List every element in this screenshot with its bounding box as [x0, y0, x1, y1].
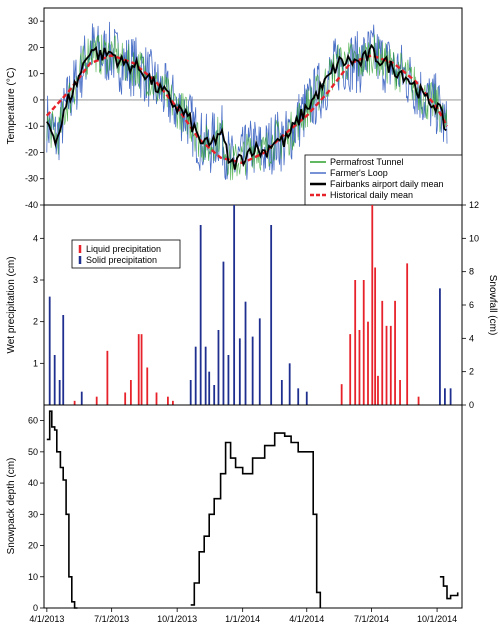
y-tick-label: -20: [25, 147, 38, 157]
right-y-tick-label: 2: [469, 367, 474, 377]
temperature-legend: Permafrost Tunnel Farmer's Loop Fairbank…: [304, 154, 463, 206]
snowpack-y-ticks: 0 10 20 30 40 50 60: [28, 416, 44, 613]
snowpack-depth-line: [439, 575, 459, 600]
legend-label-farmers: Farmer's Loop: [330, 168, 388, 178]
precipitation-y-axis-title: Wet precipitation (cm): [6, 256, 17, 353]
precipitation-legend-box: [71, 239, 181, 269]
right-y-tick-label: 10: [469, 233, 479, 243]
y-tick-label: 10: [28, 69, 38, 79]
snowpack-depth-line: [46, 410, 78, 609]
y-tick-label: 3: [33, 275, 38, 285]
x-tick-label: 7/1/2014: [354, 614, 389, 624]
y-tick-label: 30: [28, 16, 38, 26]
x-tick-label: 4/1/2014: [289, 614, 324, 624]
y-tick-label: 60: [28, 416, 38, 426]
temperature-legend-box: [304, 154, 463, 206]
y-tick-label: -40: [25, 200, 38, 210]
temperature-y-axis-title: Temperature (°C): [6, 68, 17, 145]
y-tick-label: 0: [33, 603, 38, 613]
temperature-y-ticks: -40 -30 -20 -10 0 10 20 30: [25, 16, 44, 210]
right-y-tick-label: 4: [469, 333, 474, 343]
y-tick-label: 4: [33, 233, 38, 243]
x-tick-label: 1/1/2014: [225, 614, 260, 624]
snowpack-panel: 0 10 20 30 40 50 60 Snowpack depth (cm): [6, 404, 463, 613]
right-y-tick-label: 8: [469, 267, 474, 277]
y-tick-label: 2: [33, 317, 38, 327]
solid-precipitation-bars: [48, 205, 452, 405]
y-tick-label: 50: [28, 447, 38, 457]
airport-daily-mean-series: [46, 43, 447, 170]
snowpack-depth-line: [190, 432, 322, 608]
airport-daily-mean-line: [46, 43, 447, 170]
precipitation-legend: Liquid precipitation Solid precipitation: [71, 239, 181, 269]
y-tick-label: 20: [28, 541, 38, 551]
y-tick-label: 20: [28, 42, 38, 52]
y-tick-label: 30: [28, 509, 38, 519]
legend-label-historical: Historical daily mean: [330, 190, 413, 200]
snowpack-y-axis-title: Snowpack depth (cm): [6, 458, 17, 555]
right-y-tick-label: 6: [469, 300, 474, 310]
x-tick-label: 10/1/2014: [417, 614, 457, 624]
y-tick-label: 10: [28, 572, 38, 582]
x-tick-label: 4/1/2013: [29, 614, 64, 624]
temperature-panel: -40 -30 -20 -10 0 10 20 30 Temperature (°C) Per…: [6, 7, 463, 210]
y-tick-label: -10: [25, 121, 38, 131]
liquid-precipitation-bars: [73, 205, 420, 405]
y-tick-label: 0: [33, 95, 38, 105]
y-tick-label: 1: [33, 358, 38, 368]
legend-label-permafrost: Permafrost Tunnel: [330, 157, 404, 167]
y-tick-label: 40: [28, 478, 38, 488]
snowpack-depth-series: [46, 410, 459, 609]
x-tick-label: 7/1/2013: [94, 614, 129, 624]
snowpack-plot-frame: [43, 404, 463, 609]
y-tick-label: -30: [25, 174, 38, 184]
legend-label-airport: Fairbanks airport daily mean: [330, 179, 444, 189]
legend-label-liquid: Liquid precipitation: [86, 244, 161, 254]
snowfall-y-ticks: 0 2 4 6 8 10 12: [462, 200, 479, 410]
x-tick-label: 10/1/2013: [157, 614, 197, 624]
snowfall-y-axis-title: Snowfall (cm): [487, 275, 498, 336]
right-y-tick-label: 0: [469, 400, 474, 410]
legend-label-solid: Solid precipitation: [86, 255, 157, 265]
x-axis-ticks: 4/1/2013 7/1/2013 10/1/2013 1/1/2014 4/1/201…: [29, 608, 457, 624]
right-y-tick-label: 12: [469, 200, 479, 210]
precipitation-y-ticks: 1 2 3 4: [33, 233, 44, 368]
